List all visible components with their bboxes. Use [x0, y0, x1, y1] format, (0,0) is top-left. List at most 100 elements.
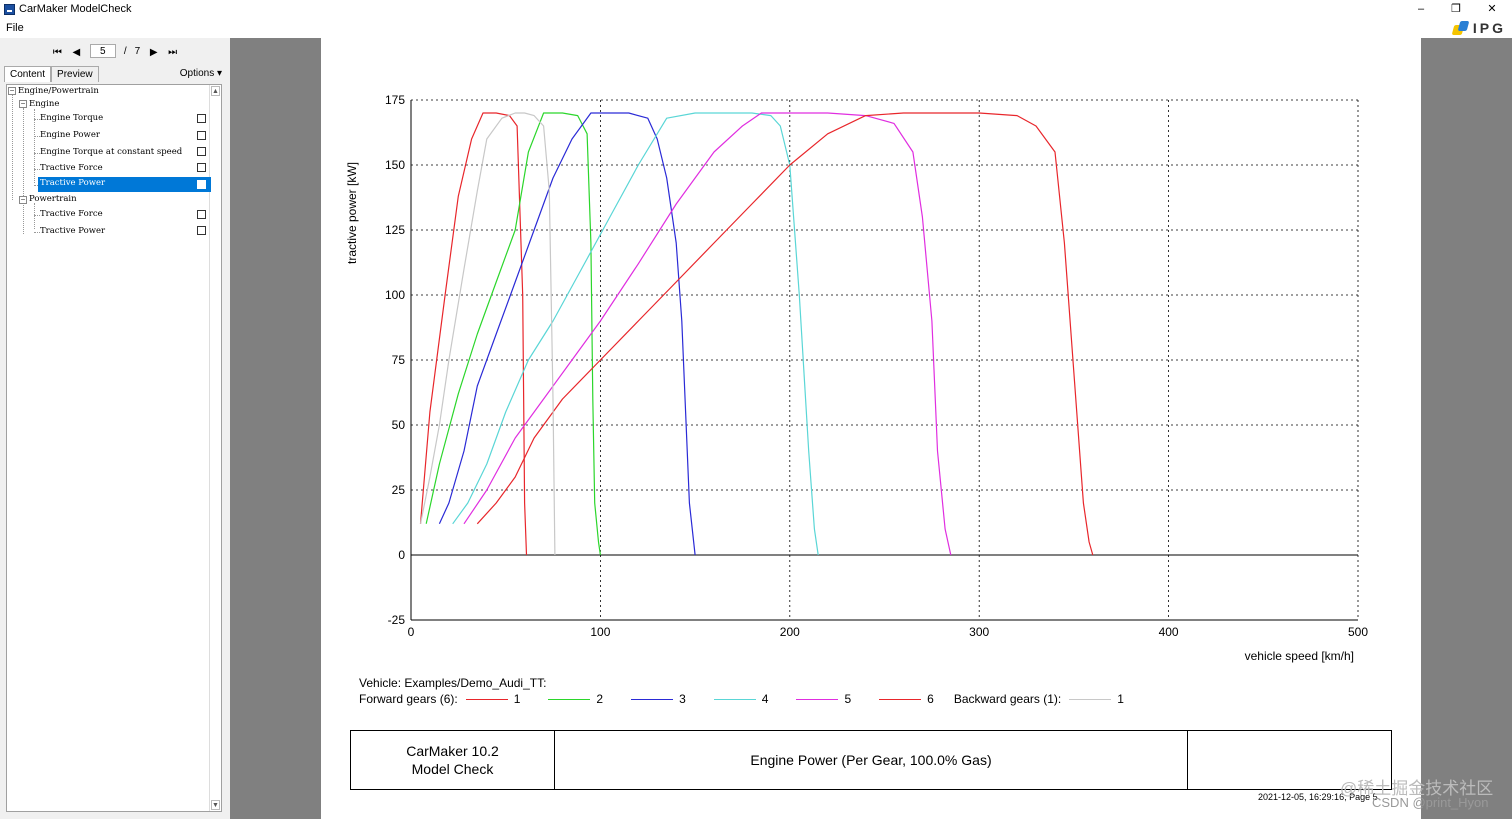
legend-forward-label: 1 — [513, 692, 521, 706]
tree-guide — [34, 119, 40, 120]
y-axis-label: tractive power [kW] — [345, 162, 359, 264]
footer-app-mode: Model Check — [411, 761, 494, 777]
tree-scrollbar[interactable]: ▲ ▼ — [209, 85, 221, 811]
series-line-2 — [425, 112, 601, 556]
scroll-down-icon[interactable]: ▼ — [211, 800, 220, 810]
brand-text: IPG — [1472, 20, 1506, 36]
y-tick-label: 125 — [385, 223, 405, 237]
left-panel: ⏮ ◀ / 7 ▶ ⏭ Content Preview Options ▾ ▲ … — [0, 38, 230, 819]
legend-forward-label: 3 — [679, 692, 686, 706]
legend-forward-items: 1 2 3 4 5 6 — [458, 692, 954, 706]
legend-forward-label: 2 — [596, 692, 604, 706]
collapse-icon[interactable]: − — [8, 86, 16, 95]
legend-forward-swatch — [631, 698, 674, 700]
checkbox-engine-torque[interactable] — [197, 114, 206, 123]
legend-backward-label: Backward gears (1): — [953, 692, 1062, 706]
legend-vehicle: Vehicle: Examples/Demo_Audi_TT: — [359, 676, 547, 690]
page-separator: / — [123, 45, 127, 57]
scroll-up-icon[interactable]: ▲ — [211, 86, 220, 96]
tree-item-tractive-force[interactable]: Tractive Force — [40, 163, 103, 173]
tree-item-engine-torque-constant-speed[interactable]: Engine Torque at constant speed — [40, 147, 183, 157]
checkbox-engine-power[interactable] — [197, 131, 206, 140]
legend-forward-swatch — [713, 698, 756, 700]
y-tick-label: 100 — [385, 288, 405, 302]
tab-content[interactable]: Content — [4, 66, 52, 82]
page-number-input[interactable] — [89, 44, 116, 58]
tree-guide — [34, 185, 40, 186]
brand-logo: IPG — [1451, 20, 1506, 36]
chart-axes — [410, 100, 1358, 621]
y-tick-label: 150 — [385, 158, 405, 172]
checkbox-powertrain-tractive-power[interactable] — [197, 226, 206, 235]
series-line-6 — [476, 112, 1094, 556]
page-total: 7 — [134, 45, 141, 57]
tree-item-engine-powertrain[interactable]: Engine/Powertrain — [18, 86, 99, 96]
tree-guide — [34, 153, 40, 154]
legend-forward-swatch — [796, 698, 839, 700]
footer-app-name: CarMaker 10.2 — [406, 743, 499, 759]
next-page-icon[interactable]: ▶ — [149, 46, 158, 58]
tree-item-label: Tractive Power — [40, 178, 106, 188]
legend-forward-swatch — [465, 698, 508, 700]
menu-file[interactable]: File — [6, 22, 24, 34]
legend-forward-label: Forward gears (6): — [359, 692, 458, 706]
x-tick-label: 200 — [780, 625, 800, 639]
tree-guide — [34, 136, 40, 137]
tree-item-powertrain-tractive-force[interactable]: Tractive Force — [40, 209, 103, 219]
options-menu[interactable]: Options ▾ — [179, 68, 222, 79]
x-tick-label: 500 — [1348, 625, 1368, 639]
legend: Forward gears (6): 1 2 3 4 5 6 Backward gears… — [359, 692, 1144, 706]
last-page-icon[interactable]: ⏭ — [168, 46, 178, 58]
report-footer-table: CarMaker 10.2 Model Check Engine Power (… — [350, 730, 1392, 790]
first-page-icon[interactable]: ⏮ — [52, 46, 62, 58]
footer-title-cell: Engine Power (Per Gear, 100.0% Gas) — [555, 731, 1188, 789]
series-line-7 — [419, 112, 556, 556]
legend-forward-label: 5 — [844, 692, 852, 706]
tree-item-powertrain[interactable]: Powertrain — [29, 194, 77, 204]
tree-item-engine-power[interactable]: Engine Power — [40, 130, 100, 140]
close-button[interactable]: ✕ — [1487, 3, 1497, 15]
tree-guide — [34, 169, 40, 170]
tree-item-tractive-power-selected[interactable]: Tractive Power — [38, 177, 211, 192]
tree-item-engine[interactable]: Engine — [29, 99, 60, 109]
restore-button[interactable]: ❐ — [1451, 3, 1461, 15]
tree-item-engine-torque[interactable]: Engine Torque — [40, 113, 104, 123]
series-line-4 — [452, 112, 819, 556]
x-tick-label: 100 — [590, 625, 610, 639]
minimize-button[interactable]: – — [1417, 3, 1425, 15]
y-tick-label: 75 — [392, 353, 406, 367]
tree-item-powertrain-tractive-power[interactable]: Tractive Power — [40, 226, 106, 236]
y-tick-label: -25 — [388, 613, 406, 627]
watermark-csdn: CSDN @print_Hyon — [1372, 795, 1489, 810]
tree-guide — [34, 203, 35, 229]
collapse-icon[interactable]: − — [19, 195, 27, 204]
x-tick-label: 300 — [969, 625, 989, 639]
ipg-logo-icon — [1451, 21, 1470, 35]
checkbox-tractive-force[interactable] — [197, 163, 206, 172]
x-tick-label: 400 — [1159, 625, 1179, 639]
collapse-icon[interactable]: − — [19, 99, 27, 108]
title-bar: CarMaker ModelCheck – ❐ ✕ — [0, 0, 1512, 18]
footer-app-cell: CarMaker 10.2 Model Check — [351, 731, 555, 789]
checkbox-tractive-power[interactable] — [197, 180, 206, 189]
tree-guide — [12, 95, 13, 200]
y-tick-label: 25 — [392, 483, 406, 497]
checkbox-engine-torque-constant-speed[interactable] — [197, 147, 206, 156]
chart-grid — [411, 99, 1359, 620]
prev-page-icon[interactable]: ◀ — [72, 46, 81, 58]
legend-forward-label: 6 — [927, 692, 934, 706]
checkbox-powertrain-tractive-force[interactable] — [197, 210, 206, 219]
chart-series — [419, 112, 1094, 556]
legend-backward-items: 1 — [1061, 692, 1144, 706]
legend-forward-swatch — [548, 698, 591, 700]
tab-preview[interactable]: Preview — [51, 66, 99, 82]
tree-guide — [34, 232, 40, 233]
app-icon — [4, 3, 15, 15]
legend-backward-label: 1 — [1117, 692, 1124, 706]
content-tree: ▲ ▼ − Engine/Powertrain − Engine Engine … — [6, 84, 222, 812]
x-tick-label: 0 — [408, 625, 415, 639]
viewer-margin-left — [230, 38, 321, 819]
panel-tabs: Content Preview — [4, 66, 99, 82]
tree-guide — [23, 108, 24, 234]
